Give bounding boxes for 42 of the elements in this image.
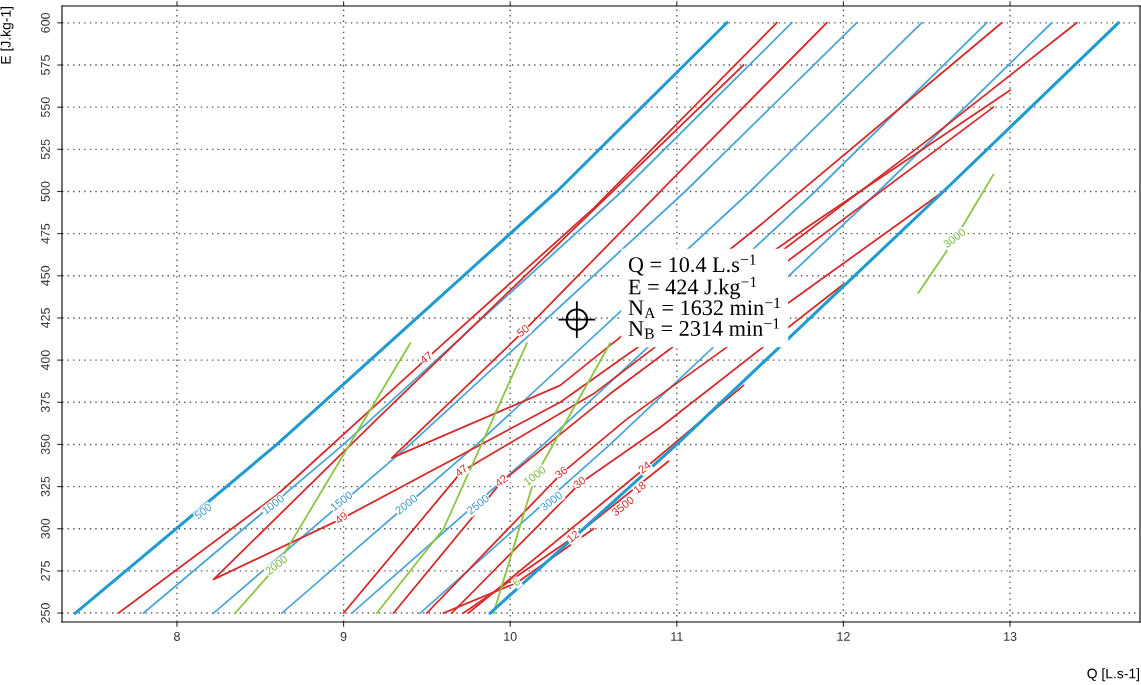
annotation: 24 [637, 460, 652, 474]
x-tick-label: 8 [174, 632, 180, 641]
x-axis-title: Q [L.s-1] [1087, 668, 1140, 682]
annotation: Q = 10.4 L.s$^{−1}$ [628, 254, 756, 276]
y-tick-label: 450 [40, 265, 50, 286]
annotation: N$_{B}$ = 2314 min$^{−1}$ [628, 318, 780, 339]
annotation: 36 [554, 465, 569, 479]
y-tick-label: 325 [40, 476, 50, 497]
line-series [390, 21, 1003, 459]
y-tick-label: 600 [40, 12, 50, 33]
y-tick-label: 275 [40, 561, 50, 581]
annotation: 12 [566, 529, 580, 543]
y-tick-label: 475 [41, 223, 50, 244]
annotation: 42 [494, 474, 509, 488]
annotation: 49 [334, 511, 349, 525]
y-tick-label: 350 [40, 434, 50, 455]
x-tick-label: 11 [671, 632, 683, 641]
x-tick-label: 12 [837, 632, 850, 641]
annotation: 30 [572, 475, 587, 490]
line-series [212, 21, 858, 614]
y-tick-label: 250 [40, 603, 50, 623]
annotation: 47 [419, 351, 434, 365]
y-tick-label: 425 [40, 308, 50, 329]
y-axis-title: E [J.kg-1] [0, 6, 14, 64]
y-tick-label: 500 [40, 181, 50, 202]
annotation: 47 [454, 464, 469, 478]
annotation: E = 424 J.kg$^{−1}$ [628, 276, 757, 300]
annotation: 500 [193, 502, 213, 520]
y-tick-label: 375 [40, 392, 50, 413]
annotation: 18 [632, 480, 647, 494]
y-tick-label: 300 [40, 518, 50, 539]
annotation: 50 [516, 324, 530, 338]
x-tick-label: 10 [504, 632, 517, 641]
y-tick-label: 575 [41, 55, 50, 75]
x-tick-label: 9 [340, 632, 347, 641]
y-tick-label: 525 [40, 139, 50, 160]
annotation: 6 [511, 577, 521, 587]
x-tick-label: 13 [1004, 632, 1017, 641]
y-tick-label: 550 [40, 97, 50, 118]
y-tick-label: 400 [40, 350, 50, 371]
line-series [488, 21, 1120, 615]
point [565, 308, 589, 331]
